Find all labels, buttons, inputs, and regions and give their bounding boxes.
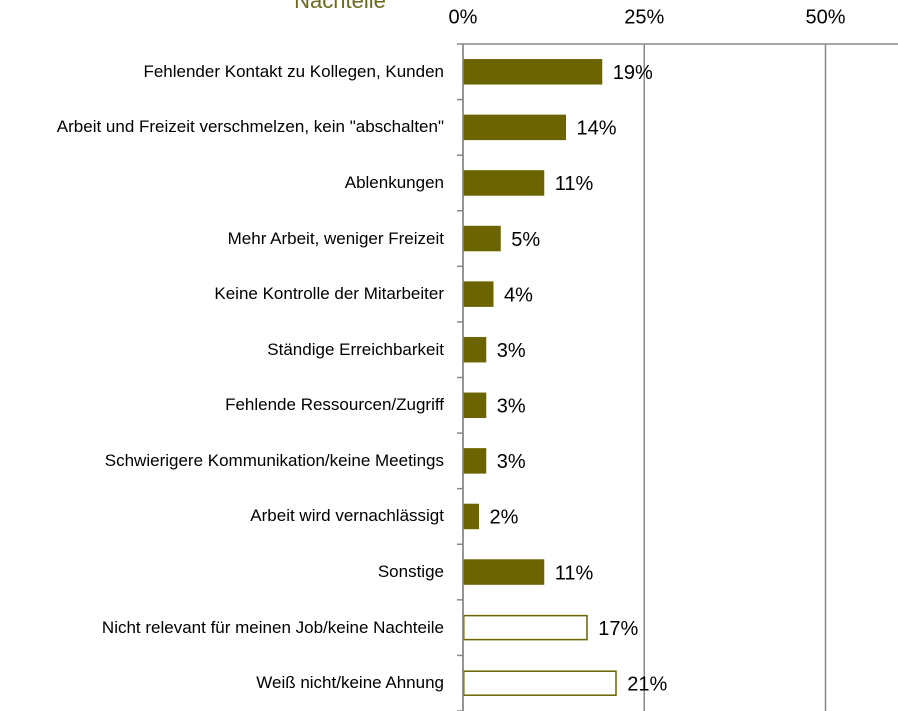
bar [463,281,494,307]
value-label: 21% [627,673,667,695]
y-tick-label: Sonstige [378,544,444,600]
y-tick-label: Nicht relevant für meinen Job/keine Nach… [102,600,444,656]
category-text: Schwierigere Kommunikation/keine Meeting… [104,450,444,470]
y-tick-label: Arbeit und Freizeit verschmelzen, kein "… [57,99,444,155]
category-text: Arbeit und Freizeit verschmelzen, kein "… [56,117,444,137]
value-label: 5% [511,229,540,251]
x-tick-label: 25% [624,6,664,28]
y-tick-label: Mehr Arbeit, weniger Freizeit [228,211,444,267]
value-label: 11% [555,562,594,584]
value-label: 11% [555,173,594,195]
bar [463,392,487,419]
category-text: Fehlender Kontakt zu Kollegen, Kunden [143,61,444,81]
category-text: Ständige Erreichbarkeit [267,339,444,359]
category-text: Fehlende Ressourcen/Zugriff [225,395,444,415]
value-label: 19% [613,62,653,84]
value-label: 4% [504,284,533,306]
value-label: 14% [577,118,617,140]
chart-title: Nachteile [294,0,386,13]
bar [463,670,617,696]
value-label: 17% [598,618,638,640]
bar [463,336,487,363]
bar [463,448,487,474]
x-tick-label: 50% [805,6,845,28]
bar [463,614,588,641]
y-tick-label: Fehlender Kontakt zu Kollegen, Kunden [143,44,444,100]
bar [463,225,501,252]
bar [463,114,566,141]
value-label: 3% [497,340,526,362]
y-tick-label: Weiß nicht/keine Ahnung [256,655,444,711]
bar [463,559,545,585]
value-label: 3% [497,396,526,418]
category-text: Mehr Arbeit, weniger Freizeit [227,228,444,248]
category-text: Keine Kontrolle der Mitarbeiter [214,284,444,304]
category-text: Arbeit wird vernachlässigt [250,506,444,526]
y-tick-label: Ständige Erreichbarkeit [267,322,444,378]
category-text: Sonstige [377,562,444,582]
bar [463,503,479,530]
category-text: Weiß nicht/keine Ahnung [256,673,444,693]
y-tick-label: Fehlende Ressourcen/Zugriff [225,377,444,433]
y-tick-label: Keine Kontrolle der Mitarbeiter [214,266,444,322]
x-tick-label: 0% [449,6,478,28]
value-label: 3% [497,451,526,473]
category-text: Nicht relevant für meinen Job/keine Nach… [101,617,444,637]
y-tick-label: Arbeit wird vernachlässigt [250,488,444,544]
y-tick-label: Schwierigere Kommunikation/keine Meeting… [105,433,444,489]
y-tick-label: Ablenkungen [345,155,444,211]
bar [463,170,545,196]
category-text: Ablenkungen [344,172,444,192]
bar [463,59,603,85]
value-label: 2% [490,507,519,529]
